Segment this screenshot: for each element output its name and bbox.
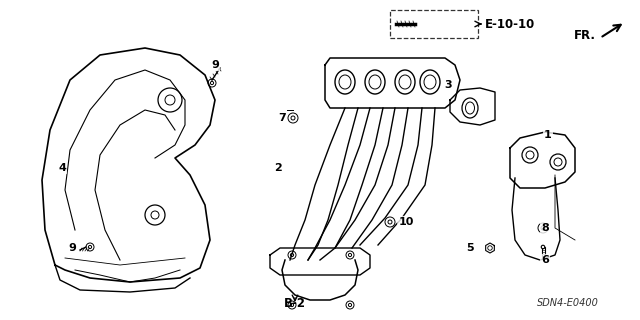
Polygon shape bbox=[510, 132, 575, 188]
Text: 4: 4 bbox=[58, 163, 66, 173]
Text: E-10-10: E-10-10 bbox=[485, 18, 535, 30]
Ellipse shape bbox=[420, 70, 440, 94]
Circle shape bbox=[145, 205, 165, 225]
Text: SDN4-E0400: SDN4-E0400 bbox=[537, 298, 599, 308]
Circle shape bbox=[158, 88, 182, 112]
Ellipse shape bbox=[335, 70, 355, 94]
Text: 8: 8 bbox=[541, 223, 549, 233]
FancyBboxPatch shape bbox=[390, 10, 478, 38]
Polygon shape bbox=[325, 58, 460, 108]
Text: FR.: FR. bbox=[574, 28, 596, 42]
Text: 3: 3 bbox=[444, 80, 452, 90]
Circle shape bbox=[550, 154, 566, 170]
Text: 9: 9 bbox=[211, 60, 219, 70]
Text: 5: 5 bbox=[466, 243, 474, 253]
Text: 2: 2 bbox=[274, 163, 282, 173]
Text: 10: 10 bbox=[398, 217, 413, 227]
Text: 6: 6 bbox=[541, 255, 549, 265]
Circle shape bbox=[541, 245, 545, 249]
Ellipse shape bbox=[365, 70, 385, 94]
Text: 9: 9 bbox=[68, 243, 76, 253]
Circle shape bbox=[522, 147, 538, 163]
Bar bbox=[541, 247, 545, 257]
Text: B-2: B-2 bbox=[284, 297, 306, 310]
Text: 1: 1 bbox=[544, 130, 552, 140]
Text: 7: 7 bbox=[278, 113, 286, 123]
Ellipse shape bbox=[462, 98, 478, 118]
Ellipse shape bbox=[395, 70, 415, 94]
